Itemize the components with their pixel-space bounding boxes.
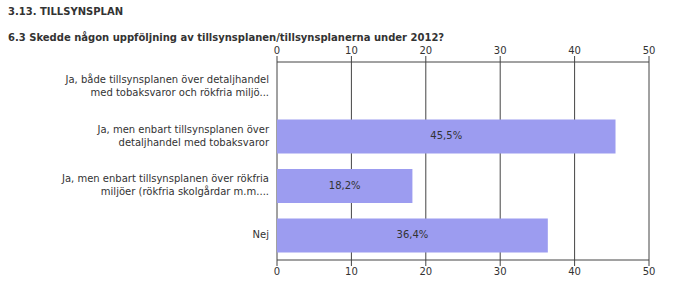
svg-text:Ja, både tillsynsplanen över d: Ja, både tillsynsplanen över detaljhande… <box>65 73 269 98</box>
svg-text:45,5%: 45,5% <box>430 130 462 141</box>
svg-text:Ja, men enbart tillsynsplanen: Ja, men enbart tillsynsplanen över rökfr… <box>61 173 269 197</box>
svg-text:0: 0 <box>274 45 280 56</box>
svg-text:18,2%: 18,2% <box>329 180 361 191</box>
svg-text:40: 40 <box>568 266 581 277</box>
svg-text:50: 50 <box>643 266 656 277</box>
svg-text:10: 10 <box>345 266 358 277</box>
svg-text:30: 30 <box>494 266 507 277</box>
svg-text:Nej: Nej <box>253 229 269 240</box>
html-text:6.3 Skedde någon uppföljning a: 6.3 Skedde någon uppföljning av tillsyns… <box>8 32 445 43</box>
svg-text:20: 20 <box>419 45 432 56</box>
svg-text:Ja, men enbart tillsynsplanen: Ja, men enbart tillsynsplanen överdetalj… <box>96 124 269 148</box>
svg-text:20: 20 <box>419 266 432 277</box>
svg-text:0: 0 <box>274 266 280 277</box>
svg-text:30: 30 <box>494 45 507 56</box>
svg-text:40: 40 <box>568 45 581 56</box>
html-text:3.13. TILLSYNSPLAN: 3.13. TILLSYNSPLAN <box>8 6 124 17</box>
svg-text:36,4%: 36,4% <box>397 229 429 240</box>
svg-text:50: 50 <box>643 45 656 56</box>
svg-text:10: 10 <box>345 45 358 56</box>
